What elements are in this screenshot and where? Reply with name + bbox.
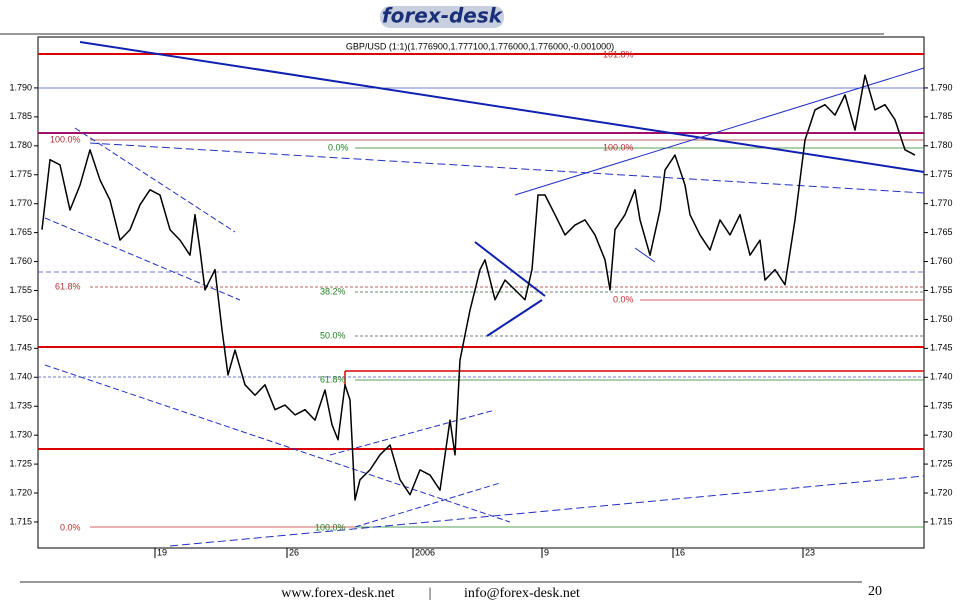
- trend-line: [79, 41, 925, 173]
- y-tick-label: 1.715: [930, 516, 953, 526]
- y-tick-label: 1.770: [9, 198, 32, 208]
- x-tick-label: 19: [157, 547, 167, 557]
- logo-badge: [380, 6, 504, 28]
- y-tick-label: 1.725: [9, 458, 32, 468]
- y-tick-label: 1.770: [930, 198, 953, 208]
- y-tick-label: 1.735: [9, 401, 32, 411]
- chart-title: GBP/USD (1:1)(1.776900,1.777100,1.776000…: [346, 41, 614, 51]
- plot-frame: [37, 36, 925, 549]
- y-tick-label: 1.775: [930, 169, 953, 179]
- trend-line: [514, 67, 925, 196]
- y-tick-label: 1.745: [930, 343, 953, 353]
- y-tick-label: 1.725: [930, 458, 953, 468]
- drawing-tools: [38, 41, 925, 547]
- trend-line: [44, 364, 511, 523]
- fib-label: 61.8%: [320, 374, 346, 384]
- footer-email: info@forex-desk.net: [464, 586, 580, 601]
- trend-line: [329, 409, 496, 456]
- trend-line: [89, 142, 925, 194]
- y-tick-label: 1.735: [930, 401, 953, 411]
- y-tick-label: 1.780: [930, 140, 953, 150]
- triangle-line: [474, 241, 546, 297]
- price-line: [41, 74, 916, 501]
- y-tick-label: 1.715: [9, 516, 32, 526]
- footer-separator: |: [429, 586, 432, 601]
- y-tick-label: 1.730: [930, 430, 953, 440]
- x-tick-label: 9: [544, 547, 549, 557]
- y-tick-label: 1.790: [930, 82, 953, 92]
- y-tick-label: 1.760: [9, 256, 32, 266]
- y-tick-label: 1.775: [9, 169, 32, 179]
- trend-line: [354, 482, 501, 528]
- y-tick-label: 1.750: [930, 314, 953, 324]
- x-tick-label: 16: [675, 547, 685, 557]
- fib-label: 0.0%: [60, 522, 81, 532]
- fib-label: 101.8%: [603, 49, 634, 59]
- fib-label: 100.0%: [50, 134, 81, 144]
- page-number: 20: [868, 584, 882, 599]
- logo: forex-desk: [382, 4, 504, 28]
- y-tick-label: 1.740: [930, 372, 953, 382]
- y-tick-label: 1.755: [930, 285, 953, 295]
- fib-label: 61.8%: [55, 281, 81, 291]
- y-tick-label: 1.790: [9, 82, 32, 92]
- fib-label: 100.0%: [603, 142, 634, 152]
- y-tick-label: 1.785: [9, 111, 32, 121]
- y-tick-label: 1.720: [9, 487, 32, 497]
- y-tick-label: 1.720: [930, 487, 953, 497]
- x-tick-label: 26: [289, 547, 299, 557]
- trend-line: [169, 475, 925, 547]
- x-tick-label: 23: [805, 547, 815, 557]
- triangle-line: [634, 247, 656, 263]
- y-tick-label: 1.785: [930, 111, 953, 121]
- fib-label: 100.0%: [315, 522, 346, 532]
- y-tick-label: 1.755: [9, 285, 32, 295]
- footer-website: www.forex-desk.net: [281, 586, 394, 601]
- y-tick-label: 1.750: [9, 314, 32, 324]
- fib-label: 38.2%: [320, 286, 346, 296]
- x-tick-label: 2006: [415, 547, 435, 557]
- fib-label: 0.0%: [613, 294, 634, 304]
- y-tick-label: 1.745: [9, 343, 32, 353]
- y-tick-label: 1.740: [9, 372, 32, 382]
- fib-label: 0.0%: [328, 142, 349, 152]
- fib-label: 50.0%: [320, 330, 346, 340]
- trend-line: [74, 127, 236, 233]
- y-tick-label: 1.760: [930, 256, 953, 266]
- y-tick-label: 1.730: [9, 430, 32, 440]
- y-tick-label: 1.765: [9, 227, 32, 237]
- triangle-line: [486, 299, 543, 337]
- y-tick-label: 1.765: [930, 227, 953, 237]
- y-tick-label: 1.780: [9, 140, 32, 150]
